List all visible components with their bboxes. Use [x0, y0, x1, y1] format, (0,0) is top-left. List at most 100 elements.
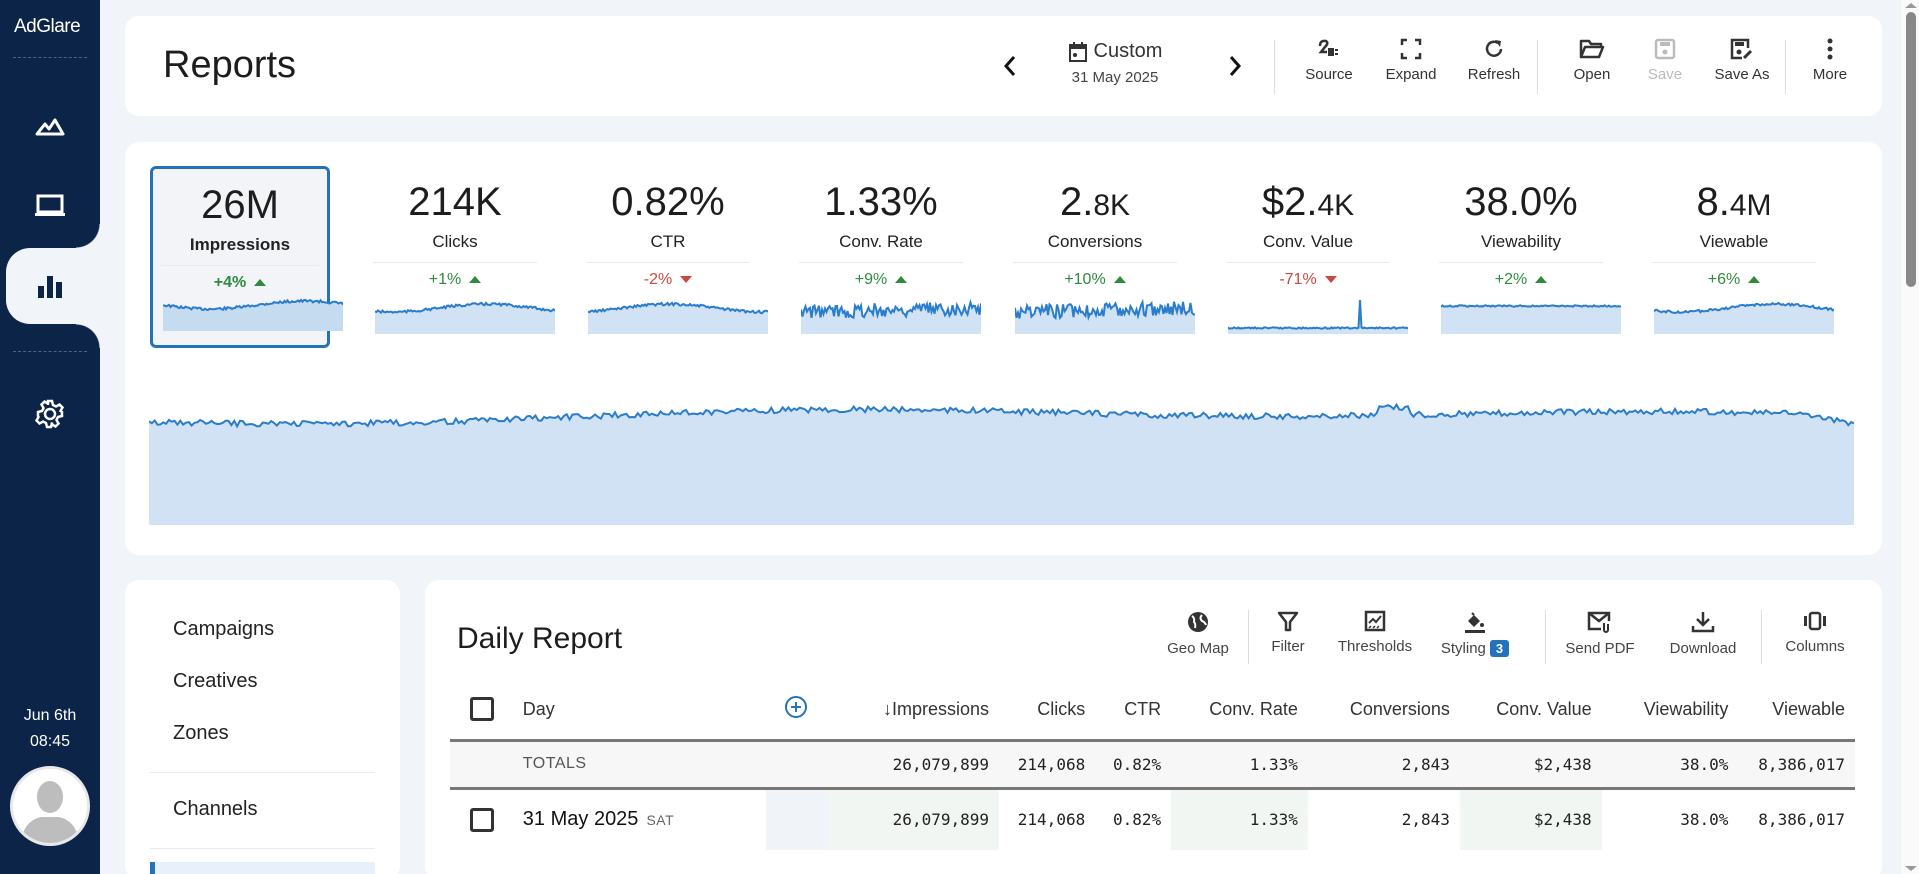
row-checkbox[interactable] — [470, 807, 494, 832]
row-impressions: 26,079,899 — [826, 788, 999, 850]
scroll-up-arrow[interactable] — [1905, 3, 1917, 8]
col-header-viewability[interactable]: Viewability — [1601, 680, 1739, 742]
sidebar-item-settings[interactable] — [0, 384, 100, 444]
row-spacer — [766, 788, 827, 850]
col-header-clicks[interactable]: Clicks — [999, 680, 1096, 742]
metric-value-main: $2. — [1261, 180, 1318, 224]
dimension-campaigns[interactable]: Campaigns — [173, 618, 275, 640]
metric-tile[interactable]: 214K Clicks +1% — [365, 166, 555, 348]
main-chart-line — [149, 402, 1854, 429]
sidebar-item-reports-icon[interactable] — [0, 256, 100, 316]
divider — [13, 351, 87, 352]
metric-value: 26M — [153, 183, 327, 231]
source-button[interactable]: Source — [1299, 38, 1359, 83]
sparkline-area — [375, 302, 555, 334]
metric-tile[interactable]: 8.4M Viewable +6% — [1644, 166, 1834, 348]
divider — [1274, 40, 1275, 94]
divider — [161, 265, 319, 266]
divider — [1785, 40, 1786, 94]
date-range-picker[interactable]: Custom 31 May 2025 — [1060, 40, 1170, 86]
metric-value-main: 214K — [408, 180, 502, 224]
col-header-conv-rate[interactable]: Conv. Rate — [1171, 680, 1308, 742]
open-button[interactable]: Open — [1562, 38, 1622, 83]
metric-tile[interactable]: 2.8K Conversions +10% — [1005, 166, 1195, 348]
metric-label: Conv. Value — [1262, 232, 1354, 251]
prev-date-button[interactable] — [1000, 51, 1020, 81]
metric-value: 8.4M — [1644, 180, 1824, 228]
metric-value: 214K — [365, 180, 545, 228]
scroll-down-arrow[interactable] — [1905, 866, 1917, 871]
divider — [150, 772, 375, 773]
send-pdf-button[interactable]: Send PDF — [1562, 610, 1638, 657]
sparkline-line — [1015, 298, 1195, 322]
add-circle-icon[interactable] — [784, 695, 808, 719]
row-conv-value: $2,438 — [1459, 788, 1602, 850]
metric-label: CTR — [650, 232, 686, 251]
report-title: Daily Report — [457, 622, 623, 655]
table-header-row: Day ↓Impressions Clicks CTR Conv. Rate C… — [450, 680, 1855, 742]
triangle-up-icon — [1535, 276, 1548, 284]
row-clicks: 214,068 — [1017, 810, 1086, 830]
more-button[interactable]: More — [1805, 38, 1855, 83]
totals-conv-value: $2,438 — [1459, 740, 1602, 790]
divider — [586, 262, 750, 263]
col-header-viewable[interactable]: Viewable — [1738, 680, 1855, 742]
metric-delta: -71% — [1218, 271, 1398, 289]
divider — [799, 262, 963, 263]
sidebar-item-creatives[interactable] — [0, 176, 100, 236]
columns-icon — [1804, 611, 1826, 631]
col-header-conv-value[interactable]: Conv. Value — [1459, 680, 1602, 742]
page-scrollbar[interactable] — [1901, 0, 1919, 874]
metric-sparkline — [163, 298, 343, 331]
save-button[interactable]: Save — [1637, 38, 1693, 83]
col-header-day[interactable]: Day — [512, 680, 767, 742]
avatar[interactable] — [10, 766, 90, 846]
metric-tile[interactable]: $2.4K Conv. Value -71% — [1218, 166, 1408, 348]
geo-map-button[interactable]: Geo Map — [1163, 610, 1233, 657]
columns-label: Columns — [1785, 638, 1845, 655]
report-table: Day ↓Impressions Clicks CTR Conv. Rate C… — [450, 680, 1855, 850]
scroll-thumb[interactable] — [1906, 12, 1916, 287]
metric-label: Impressions — [189, 235, 291, 254]
filter-button[interactable]: Filter — [1263, 610, 1313, 655]
next-date-button[interactable] — [1225, 51, 1245, 81]
metric-delta: +9% — [791, 271, 971, 289]
divider — [1226, 262, 1390, 263]
select-all-checkbox[interactable] — [470, 697, 494, 722]
expand-button[interactable]: Expand — [1379, 38, 1443, 83]
metric-tile[interactable]: 26M Impressions +4% — [150, 166, 343, 348]
col-header-impressions[interactable]: ↓Impressions — [826, 680, 999, 742]
save-as-button[interactable]: Save As — [1707, 38, 1777, 83]
sidebar-item-campaigns[interactable] — [0, 96, 100, 156]
thresholds-button[interactable]: Thresholds — [1333, 610, 1417, 655]
metric-value: 1.33% — [791, 180, 971, 228]
dimension-zones[interactable]: Zones — [173, 722, 229, 744]
sparkline-area — [1228, 300, 1408, 334]
table-row[interactable]: 31 May 2025 SAT 26,079,899 214,068 0.82% … — [450, 788, 1855, 850]
metric-sparkline — [1441, 304, 1621, 334]
metric-delta: +10% — [1005, 271, 1185, 289]
col-header-ctr[interactable]: CTR — [1095, 680, 1172, 742]
columns-button[interactable]: Columns — [1780, 610, 1850, 655]
styling-label-wrap: Styling 3 — [1441, 640, 1510, 657]
metric-tile[interactable]: 1.33% Conv. Rate +9% — [791, 166, 981, 348]
dimension-channels[interactable]: Channels — [173, 798, 258, 820]
sparkline-line — [1441, 304, 1621, 308]
dimension-creatives[interactable]: Creatives — [173, 670, 258, 692]
dimension-selected[interactable] — [150, 862, 375, 874]
metric-value-main: 0.82% — [611, 180, 725, 224]
styling-button[interactable]: Styling 3 — [1430, 610, 1520, 657]
refresh-button[interactable]: Refresh — [1459, 38, 1529, 83]
download-button[interactable]: Download — [1665, 610, 1741, 657]
user-icon — [21, 781, 79, 843]
totals-spacer — [450, 740, 513, 790]
metric-tile[interactable]: 0.82% CTR -2% — [578, 166, 768, 348]
save-as-icon — [1730, 38, 1753, 60]
totals-viewable: 8,386,017 — [1738, 740, 1855, 790]
dimension-panel: Campaigns Creatives Zones Channels — [125, 580, 400, 874]
sparkline-line — [1228, 299, 1408, 330]
more-label: More — [1812, 66, 1848, 83]
clock-date: Jun 6th — [23, 707, 77, 724]
col-header-conversions[interactable]: Conversions — [1307, 680, 1460, 742]
metric-tile[interactable]: 38.0% Viewability +2% — [1431, 166, 1621, 348]
